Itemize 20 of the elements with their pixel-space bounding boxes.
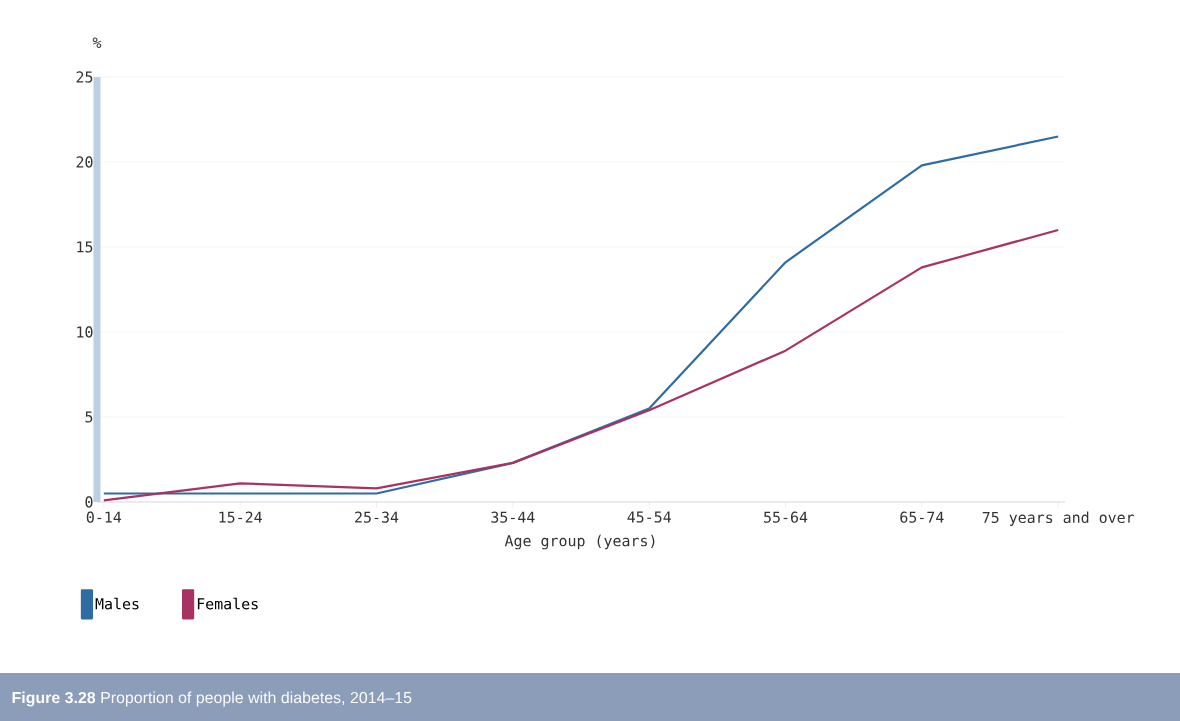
y-tick-label: 10 — [77, 326, 93, 338]
x-tick-label: 0-14 — [86, 511, 122, 523]
legend-label: Females — [197, 597, 258, 610]
x-tick-label: 45-54 — [627, 511, 671, 523]
y-tick-label: 20 — [76, 156, 93, 168]
y-tick-label: 15 — [77, 241, 93, 253]
line-series — [102, 228, 1060, 502]
text: Figure 3.28 Proportion of people with diabetes, 2014–15 — [12, 691, 412, 707]
x-tick-label: 55-64 — [764, 511, 808, 523]
x-tick-label: 35-44 — [491, 511, 535, 523]
legend-label: Males — [95, 597, 139, 610]
x-tick-label: 25-34 — [355, 511, 399, 523]
y-axis-title: % — [92, 37, 102, 48]
x-tick-label: 75 years and over — [982, 511, 1135, 526]
x-tick-label: 15-24 — [219, 511, 262, 523]
y-tick-label: 0 — [85, 496, 93, 508]
y-tick-label: 25 — [76, 71, 93, 83]
y-tick-label: 5 — [85, 411, 93, 423]
x-tick-label: 65-74 — [900, 511, 944, 523]
x-axis-title: Age group (years) — [504, 534, 655, 550]
